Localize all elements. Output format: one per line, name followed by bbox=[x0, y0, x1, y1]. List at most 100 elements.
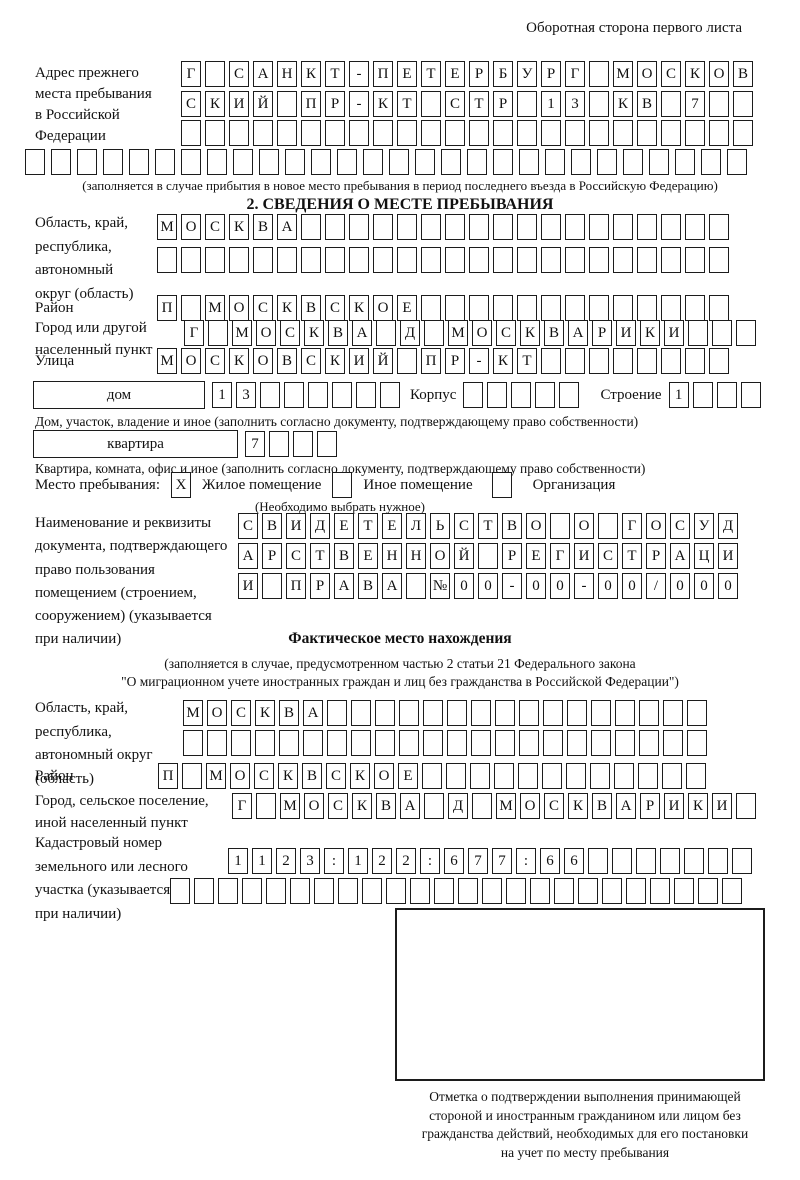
char-box[interactable]: П bbox=[301, 91, 321, 117]
char-box[interactable] bbox=[663, 730, 683, 756]
char-box[interactable] bbox=[375, 730, 395, 756]
char-box[interactable] bbox=[675, 149, 695, 175]
char-box[interactable] bbox=[332, 472, 353, 498]
char-box[interactable] bbox=[256, 793, 276, 819]
char-box[interactable]: Г bbox=[550, 543, 570, 569]
char-box[interactable] bbox=[687, 730, 707, 756]
char-box[interactable] bbox=[493, 214, 513, 240]
char-box[interactable] bbox=[716, 382, 737, 408]
char-box[interactable]: X bbox=[171, 472, 191, 498]
char-box[interactable] bbox=[541, 120, 561, 146]
char-box[interactable] bbox=[311, 149, 331, 175]
char-box[interactable]: Е bbox=[358, 543, 378, 569]
char-box[interactable] bbox=[636, 848, 656, 874]
char-box[interactable] bbox=[469, 295, 489, 321]
char-box[interactable]: В bbox=[544, 320, 564, 346]
char-box[interactable] bbox=[373, 120, 393, 146]
char-box[interactable]: 6 bbox=[444, 848, 464, 874]
char-box[interactable] bbox=[397, 120, 417, 146]
char-box[interactable] bbox=[373, 247, 393, 273]
char-box[interactable]: 2 bbox=[372, 848, 392, 874]
char-box[interactable] bbox=[325, 214, 345, 240]
char-box[interactable] bbox=[588, 848, 608, 874]
char-box[interactable] bbox=[205, 247, 225, 273]
char-box[interactable] bbox=[242, 878, 262, 904]
char-box[interactable] bbox=[661, 247, 681, 273]
char-box[interactable] bbox=[491, 472, 512, 498]
char-box[interactable] bbox=[709, 295, 729, 321]
char-box[interactable]: 2 bbox=[396, 848, 416, 874]
char-box[interactable]: Е bbox=[397, 295, 417, 321]
char-box[interactable]: В bbox=[358, 573, 378, 599]
char-box[interactable]: Р bbox=[493, 91, 513, 117]
char-box[interactable]: 6 bbox=[564, 848, 584, 874]
char-box[interactable]: 3 bbox=[300, 848, 320, 874]
char-box[interactable]: С bbox=[229, 61, 249, 87]
char-box[interactable]: И bbox=[664, 320, 684, 346]
char-box[interactable]: Р bbox=[445, 348, 465, 374]
char-box[interactable]: Р bbox=[592, 320, 612, 346]
char-box[interactable]: М bbox=[496, 793, 516, 819]
char-box[interactable]: М bbox=[613, 61, 633, 87]
char-box[interactable] bbox=[376, 320, 396, 346]
char-box[interactable] bbox=[447, 700, 467, 726]
char-box[interactable]: Т bbox=[325, 61, 345, 87]
char-box[interactable]: О bbox=[646, 513, 666, 539]
dom-labelbox[interactable]: дом bbox=[33, 381, 205, 409]
char-box[interactable]: 2 bbox=[276, 848, 296, 874]
char-box[interactable] bbox=[589, 295, 609, 321]
char-box[interactable] bbox=[613, 247, 633, 273]
char-box[interactable] bbox=[650, 878, 670, 904]
char-box[interactable] bbox=[229, 247, 249, 273]
char-box[interactable] bbox=[308, 382, 328, 408]
char-box[interactable] bbox=[356, 382, 376, 408]
char-box[interactable]: С bbox=[181, 91, 201, 117]
char-box[interactable] bbox=[661, 120, 681, 146]
char-box[interactable]: - bbox=[469, 348, 489, 374]
char-box[interactable] bbox=[205, 120, 225, 146]
char-box[interactable] bbox=[692, 382, 713, 408]
char-box[interactable]: Д bbox=[718, 513, 738, 539]
char-box[interactable] bbox=[736, 320, 756, 346]
char-box[interactable]: К bbox=[688, 793, 708, 819]
char-box[interactable] bbox=[530, 878, 550, 904]
char-box[interactable] bbox=[472, 793, 492, 819]
char-box[interactable]: О bbox=[230, 763, 250, 789]
char-box[interactable] bbox=[471, 700, 491, 726]
char-box[interactable] bbox=[638, 763, 658, 789]
char-box[interactable] bbox=[458, 878, 478, 904]
char-box[interactable]: М bbox=[205, 295, 225, 321]
char-box[interactable]: 0 bbox=[598, 573, 618, 599]
char-box[interactable]: Й bbox=[454, 543, 474, 569]
char-box[interactable]: О bbox=[207, 700, 227, 726]
char-box[interactable]: 0 bbox=[670, 573, 690, 599]
char-box[interactable]: А bbox=[253, 61, 273, 87]
char-box[interactable]: Г bbox=[181, 61, 201, 87]
char-box[interactable]: А bbox=[670, 543, 690, 569]
char-box[interactable]: В bbox=[592, 793, 612, 819]
char-box[interactable]: С bbox=[544, 793, 564, 819]
char-box[interactable]: О bbox=[430, 543, 450, 569]
char-box[interactable] bbox=[565, 247, 585, 273]
char-box[interactable] bbox=[493, 247, 513, 273]
char-box[interactable] bbox=[541, 295, 561, 321]
char-box[interactable] bbox=[317, 431, 337, 457]
char-box[interactable] bbox=[445, 214, 465, 240]
char-box[interactable] bbox=[423, 730, 443, 756]
char-box[interactable] bbox=[674, 878, 694, 904]
char-box[interactable] bbox=[709, 120, 729, 146]
char-box[interactable] bbox=[207, 149, 227, 175]
char-box[interactable] bbox=[649, 149, 669, 175]
char-box[interactable] bbox=[207, 730, 227, 756]
char-box[interactable] bbox=[661, 348, 681, 374]
char-box[interactable]: 7 bbox=[245, 431, 265, 457]
char-box[interactable]: К bbox=[304, 320, 324, 346]
char-box[interactable]: - bbox=[349, 61, 369, 87]
char-box[interactable] bbox=[303, 730, 323, 756]
char-box[interactable]: М bbox=[157, 214, 177, 240]
char-box[interactable] bbox=[467, 149, 487, 175]
char-box[interactable] bbox=[375, 700, 395, 726]
char-box[interactable] bbox=[733, 120, 753, 146]
char-box[interactable] bbox=[441, 149, 461, 175]
char-box[interactable] bbox=[262, 573, 282, 599]
